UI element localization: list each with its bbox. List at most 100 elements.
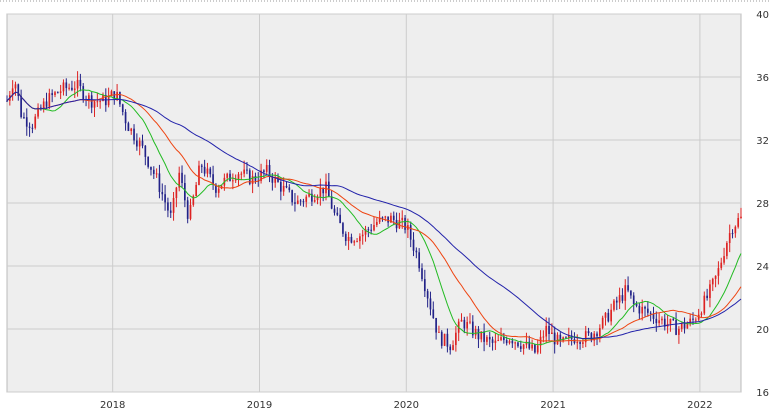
candle-body xyxy=(392,215,395,220)
candle-body xyxy=(344,233,347,242)
candle-body xyxy=(178,172,181,188)
candle-body xyxy=(322,187,325,194)
candle-body xyxy=(6,100,8,102)
candle-body xyxy=(483,331,485,342)
candle-layer xyxy=(6,71,742,355)
candle-body xyxy=(113,91,116,100)
candle-body xyxy=(480,331,483,340)
candle-body xyxy=(528,341,531,349)
candle-body xyxy=(531,344,533,349)
candle-body xyxy=(200,165,203,167)
candle-body xyxy=(522,344,525,349)
candle-body xyxy=(390,215,392,223)
candle-body xyxy=(370,229,373,231)
candle-body xyxy=(127,123,130,132)
candle-body xyxy=(248,170,251,184)
candle-body xyxy=(296,200,299,204)
candle-body xyxy=(714,275,717,279)
candle-body xyxy=(373,224,375,231)
candle-body xyxy=(243,169,245,174)
candle-body xyxy=(517,342,519,347)
candle-body xyxy=(477,329,480,340)
candle-body xyxy=(683,323,686,329)
candle-body xyxy=(285,185,288,188)
candle-body xyxy=(449,346,452,351)
candle-body xyxy=(649,312,652,314)
candle-body xyxy=(534,344,536,353)
candle-body xyxy=(31,127,34,129)
candle-body xyxy=(562,337,564,341)
candle-body xyxy=(630,290,632,296)
candle-body xyxy=(599,328,601,337)
candle-body xyxy=(511,340,514,344)
candle-body xyxy=(51,93,54,96)
candle-body xyxy=(717,268,720,276)
candle-body xyxy=(500,337,502,341)
candle-body xyxy=(584,331,587,343)
candle-body xyxy=(271,176,274,183)
candle-body xyxy=(88,95,90,100)
candle-body xyxy=(11,88,14,96)
ma-mid-line xyxy=(6,91,742,342)
candle-body xyxy=(565,337,567,339)
candle-body xyxy=(621,295,624,301)
candle-body xyxy=(519,346,522,349)
axis-layer: 40 36 32 28 24 20 16 2018 2019 2020 2021 2022 xyxy=(100,10,769,411)
candle-body xyxy=(412,239,415,251)
candle-body xyxy=(601,317,604,329)
candle-body xyxy=(45,101,48,107)
candle-body xyxy=(438,331,440,333)
candle-body xyxy=(251,175,254,184)
candle-body xyxy=(93,101,96,108)
x-tick-label: 2018 xyxy=(100,400,125,411)
candle-body xyxy=(62,82,65,92)
candle-body xyxy=(56,92,59,94)
candle-body xyxy=(268,165,271,177)
candle-body xyxy=(246,169,248,171)
candle-body xyxy=(48,93,51,107)
x-tick-label: 2020 xyxy=(394,400,419,411)
x-tick-label: 2022 xyxy=(687,400,712,411)
candle-body xyxy=(604,312,607,318)
candle-body xyxy=(288,187,291,191)
candle-body xyxy=(119,91,121,105)
candle-body xyxy=(25,117,28,127)
candle-body xyxy=(384,216,387,218)
candle-body xyxy=(579,342,581,344)
candle-body xyxy=(96,101,99,103)
candle-body xyxy=(423,279,426,292)
candle-body xyxy=(20,95,22,118)
candle-body xyxy=(378,217,381,223)
candle-body xyxy=(124,111,127,124)
candle-body xyxy=(539,336,542,346)
candle-body xyxy=(226,173,229,178)
candle-body xyxy=(415,250,418,253)
candle-body xyxy=(615,300,618,303)
candle-body xyxy=(336,212,339,215)
candle-body xyxy=(680,323,683,329)
candle-body xyxy=(551,332,553,334)
candle-body xyxy=(421,268,423,280)
candle-body xyxy=(452,345,454,351)
candle-body xyxy=(144,145,147,157)
candle-body xyxy=(731,233,734,235)
candle-body xyxy=(107,95,110,106)
candle-body xyxy=(353,241,356,243)
candle-body xyxy=(486,337,488,342)
y-tick-label: 16 xyxy=(756,388,769,399)
candle-body xyxy=(469,321,471,323)
candle-body xyxy=(76,79,79,89)
candle-body xyxy=(737,217,740,227)
candle-body xyxy=(138,140,141,147)
candle-body xyxy=(624,285,627,301)
candle-body xyxy=(37,107,39,117)
candle-body xyxy=(186,200,189,219)
candle-body xyxy=(99,101,102,103)
candle-body xyxy=(169,210,172,213)
candle-body xyxy=(646,308,649,313)
candle-body xyxy=(466,322,469,329)
candle-body xyxy=(330,196,333,209)
candle-body xyxy=(525,341,528,345)
y-tick-label: 36 xyxy=(756,73,769,84)
candle-body xyxy=(658,320,660,324)
